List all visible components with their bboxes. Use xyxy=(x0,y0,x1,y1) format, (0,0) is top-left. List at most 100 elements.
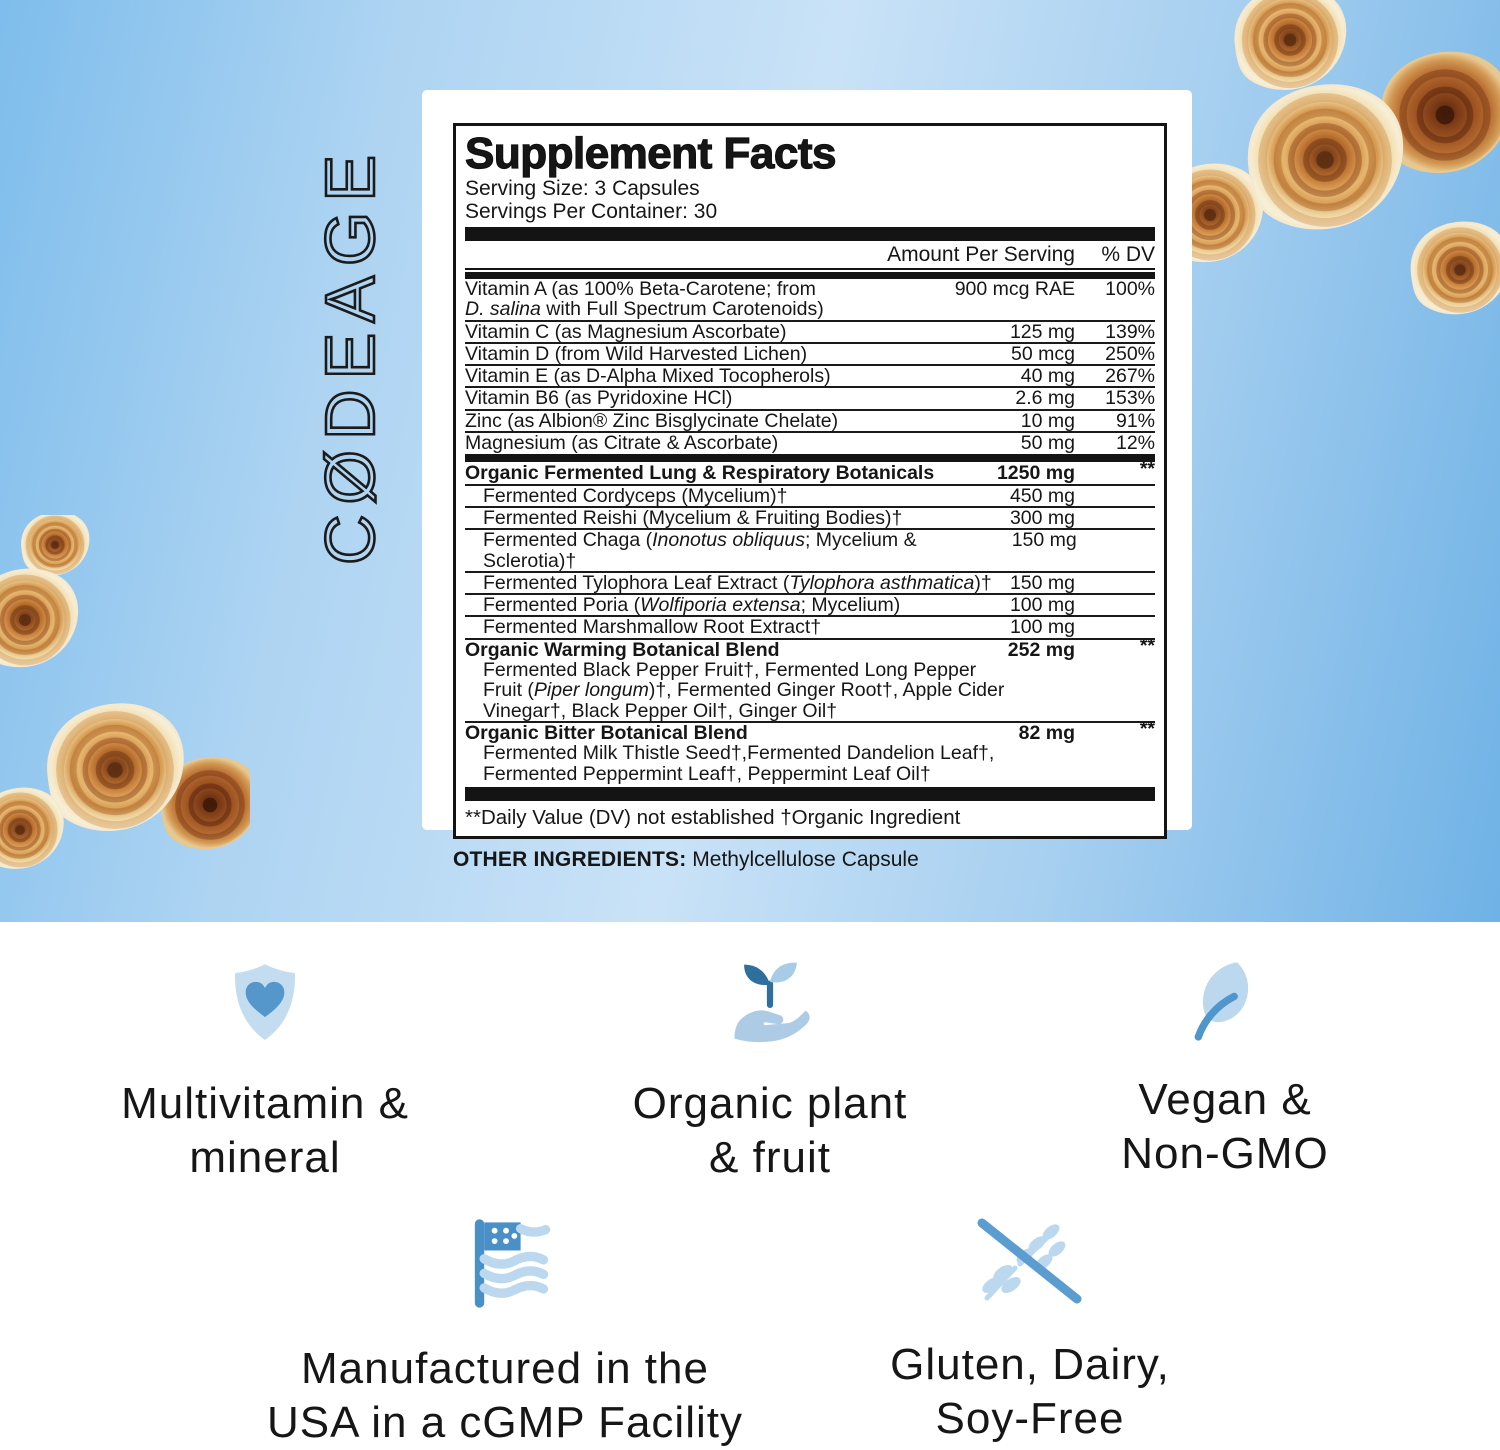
amount-column-header: Amount Per Serving xyxy=(887,243,1075,266)
reishi-mushroom-image-top-right xyxy=(1140,0,1500,350)
ingredient-amount: 150 mg xyxy=(1011,529,1077,552)
ingredient-amount: 50 mg xyxy=(1020,432,1075,455)
facts-row: Organic Bitter Botanical Blend 82 mg ** xyxy=(465,719,1155,744)
ingredient-dv: ** xyxy=(1139,634,1155,657)
ingredient-amount: 100 mg xyxy=(1009,616,1075,639)
other-ingredients-value: Methylcellulose Capsule xyxy=(692,847,919,871)
ingredient-amount: 150 mg xyxy=(1009,571,1075,594)
feature-label: Organic plant xyxy=(632,1079,908,1128)
facts-row: Fermented Black Pepper Fruit†, Fermented… xyxy=(465,660,1155,680)
facts-row: Fermented Reishi (Mycelium & Fruiting Bo… xyxy=(465,506,1155,531)
divider-bar xyxy=(465,272,1155,279)
facts-row: Vinegar†, Black Pepper Oil†, Ginger Oil† xyxy=(465,699,1155,723)
facts-row: Vitamin A (as 100% Beta-Carotene; from 90… xyxy=(465,278,1155,300)
dv-column-header: % DV xyxy=(1101,243,1155,266)
facts-row: Organic Warming Botanical Blend 252 mg ** xyxy=(465,635,1155,661)
facts-footnote: **Daily Value (DV) not established †Orga… xyxy=(465,805,961,829)
facts-row: Fermented Poria (Wolfiporia extensa; Myc… xyxy=(465,594,1155,618)
feature-label: USA in a cGMP Facility xyxy=(267,1398,743,1447)
supplement-facts-panel: Supplement Facts Serving Size: 3 Capsule… xyxy=(453,123,1167,839)
ingredient-dv: ** xyxy=(1139,717,1155,740)
feature-organic-plant: Organic plant & fruit xyxy=(570,955,970,1185)
facts-row: Vitamin D (from Wild Harvested Lichen) 50… xyxy=(465,342,1155,367)
facts-row: Vitamin E (as D-Alpha Mixed Tocopherols)… xyxy=(465,365,1155,389)
facts-row: Magnesium (as Citrate & Ascorbate) 50 mg 1… xyxy=(465,432,1155,455)
facts-row: Zinc (as Albion® Zinc Bisglycinate Chela… xyxy=(465,409,1155,434)
feature-label: Soy-Free xyxy=(935,1394,1125,1443)
ingredient-amount: 125 mg xyxy=(1009,320,1075,343)
serving-size: Serving Size: 3 Capsules xyxy=(465,177,700,200)
ingredient-dv: 267% xyxy=(1105,365,1155,388)
no-gluten-icon xyxy=(965,1212,1095,1312)
feature-label: Manufactured in the xyxy=(301,1344,709,1393)
facts-row: Fermented Milk Thistle Seed†,Fermented D… xyxy=(465,743,1155,763)
shield-heart-icon xyxy=(221,955,309,1051)
facts-row: Vitamin C (as Magnesium Ascorbate) 125 mg… xyxy=(465,320,1155,344)
ingredient-name: Zinc (as Albion® Zinc Bisglycinate Chela… xyxy=(465,409,839,432)
ingredient-dv: 91% xyxy=(1115,409,1155,432)
facts-row: Fermented Peppermint Leaf†, Peppermint L… xyxy=(465,762,1155,785)
ingredient-name: Magnesium (as Citrate & Ascorbate) xyxy=(465,432,779,455)
feature-label: Gluten, Dairy, xyxy=(890,1340,1170,1389)
ingredient-dv: 12% xyxy=(1115,432,1155,455)
other-ingredients-label: OTHER INGREDIENTS: xyxy=(453,847,687,871)
facts-row: Fermented Marshmallow Root Extract† 100 m… xyxy=(465,616,1155,640)
other-ingredients: OTHER INGREDIENTS: Methylcellulose Capsu… xyxy=(453,848,1167,872)
divider-bar xyxy=(465,786,1155,801)
ingredient-amount: 300 mg xyxy=(1009,506,1075,529)
facts-row: Fermented Chaga (Inonotus obliquus; Myce… xyxy=(465,530,1155,573)
ingredient-name: Vitamin B6 (as Pyridoxine HCl) xyxy=(465,387,733,410)
ingredient-name: Fermented Peppermint Leaf†, Peppermint L… xyxy=(483,762,931,785)
ingredient-dv: 100% xyxy=(1105,278,1155,300)
feature-made-in-usa: Manufactured in the USA in a cGMP Facili… xyxy=(235,1212,775,1450)
ingredient-name: Fermented Tylophora Leaf Extract (Tyloph… xyxy=(483,571,992,594)
feature-label: Vegan & xyxy=(1138,1075,1312,1124)
leaf-icon xyxy=(1177,955,1273,1047)
divider-bar xyxy=(465,227,1155,241)
hand-plant-icon xyxy=(722,955,818,1051)
ingredient-name: Vitamin E (as D-Alpha Mixed Tocopherols) xyxy=(465,365,831,388)
feature-vegan-nongmo: Vegan & Non-GMO xyxy=(1025,955,1425,1181)
feature-label: Multivitamin & xyxy=(121,1079,409,1128)
facts-row: Vitamin B6 (as Pyridoxine HCl) 2.6 mg 153% xyxy=(465,387,1155,411)
ingredient-amount: 1250 mg xyxy=(996,462,1075,485)
facts-row: Organic Fermented Lung & Respiratory Bot… xyxy=(465,459,1155,486)
ingredient-amount: 50 mcg xyxy=(1011,342,1075,365)
ingredient-amount: 900 mcg RAE xyxy=(954,278,1075,300)
ingredient-name: Vitamin C (as Magnesium Ascorbate) xyxy=(465,320,787,343)
facts-title: Supplement Facts xyxy=(464,129,837,178)
ingredient-name: Organic Bitter Botanical Blend xyxy=(465,721,748,744)
ingredient-dv: ** xyxy=(1139,458,1155,481)
servings-per-container: Servings Per Container: 30 xyxy=(465,200,718,223)
facts-rows: Vitamin A (as 100% Beta-Carotene; from 90… xyxy=(465,279,1155,784)
divider-bar xyxy=(465,454,1155,463)
ingredient-name: Fermented Reishi (Mycelium & Fruiting Bo… xyxy=(483,506,903,529)
ingredient-name: Organic Fermented Lung & Respiratory Bot… xyxy=(465,462,935,485)
ingredient-dv: 139% xyxy=(1105,320,1155,343)
ingredient-name: Fermented Cordyceps (Mycelium)† xyxy=(483,484,788,507)
ingredient-name: Fruit (Piper longum)†, Fermented Ginger … xyxy=(483,679,1005,702)
facts-header-row: Amount Per Serving % DV xyxy=(465,243,1155,270)
ingredient-amount: 10 mg xyxy=(1020,409,1075,432)
feature-label: & fruit xyxy=(709,1133,831,1182)
facts-row: D. salina with Full Spectrum Carotenoids… xyxy=(465,299,1155,322)
ingredient-amount: 2.6 mg xyxy=(1015,387,1075,410)
ingredient-amount: 40 mg xyxy=(1020,365,1075,388)
ingredient-dv: 250% xyxy=(1105,342,1155,365)
ingredient-name: Fermented Marshmallow Root Extract† xyxy=(483,616,822,639)
supplement-facts-card: Supplement Facts Serving Size: 3 Capsule… xyxy=(422,90,1192,871)
facts-row: Fermented Cordyceps (Mycelium)† 450 mg xyxy=(465,484,1155,508)
feature-allergen-free: Gluten, Dairy, Soy-Free xyxy=(790,1212,1270,1446)
ingredient-name: Vinegar†, Black Pepper Oil†, Ginger Oil† xyxy=(483,699,838,722)
feature-multivitamin: Multivitamin & mineral xyxy=(65,955,465,1185)
feature-label: Non-GMO xyxy=(1121,1129,1329,1178)
ingredient-name: Vitamin D (from Wild Harvested Lichen) xyxy=(465,342,808,365)
ingredient-name: Fermented Poria (Wolfiporia extensa; Myc… xyxy=(483,594,901,617)
facts-row: Fruit (Piper longum)†, Fermented Ginger … xyxy=(465,680,1155,700)
ingredient-amount: 100 mg xyxy=(1009,594,1075,617)
reishi-mushroom-image-left xyxy=(0,515,250,885)
codeage-logo: CØDEAGE xyxy=(310,144,391,567)
ingredient-amount: 82 mg xyxy=(1018,721,1075,744)
ingredient-amount: 252 mg xyxy=(1007,638,1075,661)
